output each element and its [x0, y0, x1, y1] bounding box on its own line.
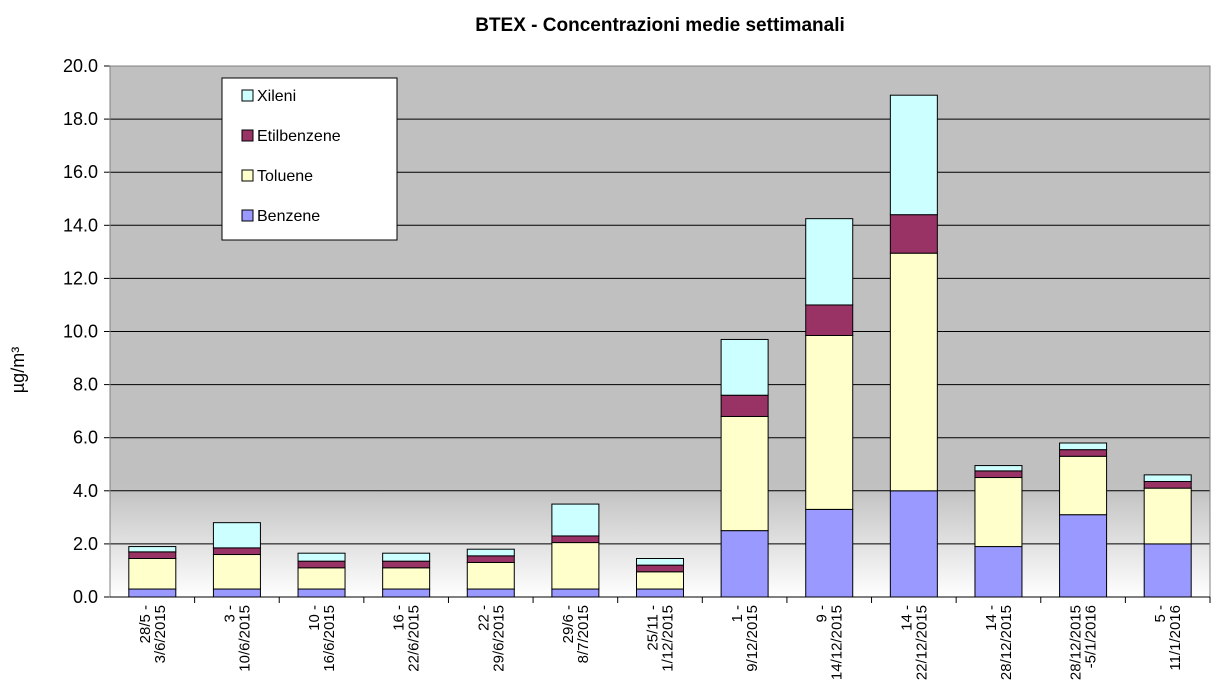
bar-segment	[551, 535, 600, 544]
bar-segment	[636, 558, 684, 566]
legend-label: Etilbenzene	[257, 128, 341, 145]
y-tick-label: 12.0	[63, 268, 98, 288]
bar-segment	[1143, 474, 1192, 483]
bar-segment	[889, 252, 938, 492]
bar-segment	[720, 415, 769, 532]
bar-segment	[212, 554, 261, 590]
x-tick-label: 14 -22/12/2015	[898, 605, 930, 680]
x-tick-label: 28/5 -3/6/2015	[137, 605, 169, 663]
bar-segment	[1143, 481, 1192, 489]
bar-segment	[1143, 543, 1192, 598]
y-tick-label: 16.0	[63, 162, 98, 182]
x-tick-label: 28/12/2015-5/1/2016	[1068, 605, 1100, 680]
x-tick-label: 25/11 -1/12/2015	[645, 605, 677, 672]
y-tick-label: 6.0	[73, 428, 98, 448]
bar-segment	[974, 546, 1023, 598]
bar-segment	[889, 214, 938, 254]
chart-title: BTEX - Concentrazioni medie settimanali	[475, 15, 845, 36]
bar-segment	[466, 561, 515, 590]
x-tick-label: 14 -28/12/2015	[983, 605, 1015, 680]
bar-segment	[805, 304, 854, 336]
bar-segment	[551, 542, 600, 590]
bar-segment	[382, 560, 431, 569]
bar-segment	[551, 588, 600, 598]
bar-segment	[466, 588, 515, 598]
bar-segment	[889, 490, 938, 598]
bar-segment	[382, 588, 431, 598]
bar-segment	[212, 522, 261, 549]
bar-segment	[128, 546, 177, 553]
bar-segment	[636, 588, 684, 598]
bar-segment	[212, 547, 261, 556]
y-tick-label: 20.0	[63, 56, 98, 76]
bar-segment	[551, 503, 600, 537]
bar-segment	[297, 552, 346, 562]
bar-segment	[382, 552, 431, 562]
bar-segment	[805, 218, 854, 306]
legend-label: Benzene	[257, 208, 320, 225]
x-tick-label: 5 -11/1/2016	[1152, 605, 1184, 671]
x-tick-label: 16 -22/6/2015	[391, 605, 423, 672]
legend-swatch	[241, 129, 254, 142]
y-tick-label: 10.0	[63, 322, 98, 342]
x-tick-label: 29/6 -8/7/2015	[560, 605, 592, 663]
bar-segment	[1059, 455, 1108, 516]
bar-segment	[297, 588, 346, 598]
bar-segment	[1059, 442, 1108, 451]
y-axis-label: µg/m³	[8, 347, 28, 393]
bar-segment	[974, 477, 1023, 548]
bar-segment	[636, 564, 684, 573]
x-tick-label: 10 -16/6/2015	[306, 605, 338, 672]
bar-segment	[889, 94, 938, 216]
y-tick-label: 14.0	[63, 215, 98, 235]
y-tick-label: 0.0	[73, 587, 98, 607]
bar-segment	[297, 560, 346, 569]
bar-segment	[720, 530, 769, 598]
bar-segment	[128, 588, 177, 598]
legend-swatch	[241, 209, 254, 222]
legend-swatch	[241, 89, 254, 102]
y-tick-label: 2.0	[73, 534, 98, 554]
bar-segment	[1059, 449, 1108, 457]
x-tick-label: 1 -9/12/2015	[729, 605, 761, 672]
bar-segment	[1143, 487, 1192, 545]
bar-segment	[466, 555, 515, 563]
legend-swatch	[241, 169, 254, 182]
bar-segment	[466, 548, 515, 557]
bar-segment	[382, 567, 431, 590]
y-tick-label: 8.0	[73, 375, 98, 395]
bar-segment	[636, 571, 684, 590]
bar-segment	[720, 394, 769, 417]
legend-label: Xileni	[257, 88, 296, 105]
y-tick-label: 4.0	[73, 481, 98, 501]
bar-segment	[720, 338, 769, 396]
legend-label: Toluene	[257, 168, 313, 185]
x-tick-label: 3 -10/6/2015	[221, 605, 253, 672]
bar-segment	[128, 558, 177, 590]
bar-segment	[1059, 514, 1108, 598]
bar-segment	[805, 508, 854, 598]
bar-segment	[212, 588, 261, 598]
bar-segment	[974, 470, 1023, 479]
bar-segment	[805, 334, 854, 510]
x-tick-label: 22 -29/6/2015	[475, 605, 507, 672]
bar-segment	[974, 465, 1023, 472]
x-tick-label: 9 -14/12/2015	[814, 605, 846, 680]
bar-segment	[128, 551, 177, 560]
bar-segment	[297, 567, 346, 590]
y-tick-label: 18.0	[63, 109, 98, 129]
